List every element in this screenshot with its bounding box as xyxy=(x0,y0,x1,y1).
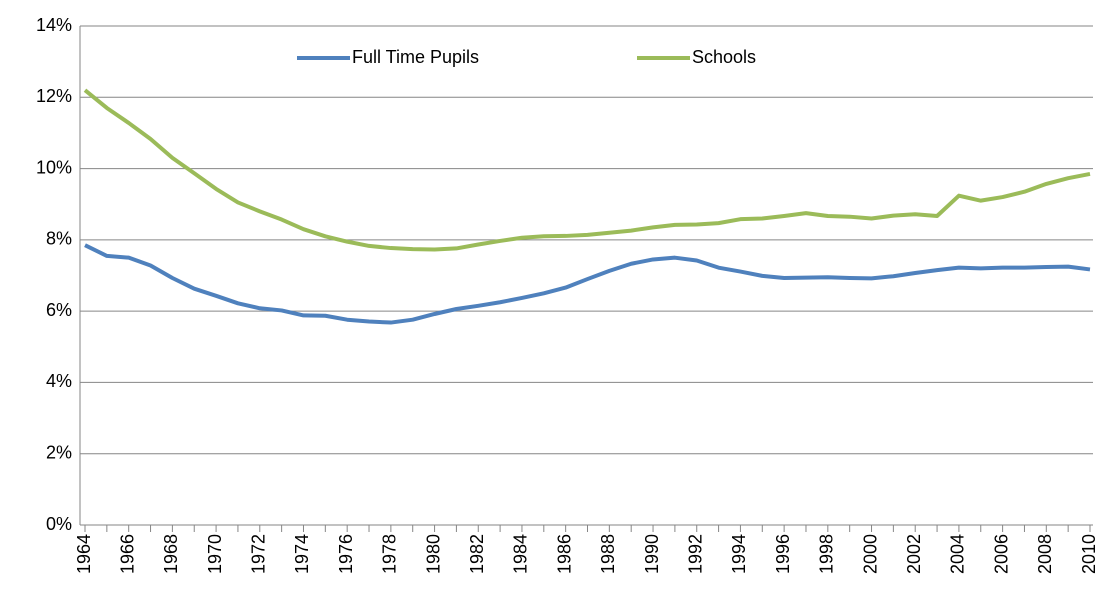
y-tick-label: 4% xyxy=(46,371,72,391)
y-tick-label: 12% xyxy=(36,86,72,106)
x-tick-label: 1972 xyxy=(249,534,269,574)
line xyxy=(83,88,1091,252)
x-tick-label: 1970 xyxy=(205,534,225,574)
x-tick-label: 1968 xyxy=(161,534,181,574)
x-tick-label: 1992 xyxy=(685,534,705,574)
x-tick-label: 2006 xyxy=(991,534,1011,574)
x-tick-label: 1986 xyxy=(554,534,574,574)
x-tick-label: 2004 xyxy=(948,534,968,574)
x-tick-label: 2002 xyxy=(904,534,924,574)
x-tick-label: 1964 xyxy=(74,534,94,574)
x-tick-label: 2008 xyxy=(1035,534,1055,574)
x-tick-label: 1966 xyxy=(117,534,137,574)
x-tick-label: 1990 xyxy=(642,534,662,574)
y-tick-label: 2% xyxy=(46,442,72,462)
x-tick-label: 1984 xyxy=(511,534,531,574)
y-tick-label: 14% xyxy=(36,15,72,35)
legend-label: Full Time Pupils xyxy=(352,47,479,67)
x-tick-label: 1998 xyxy=(817,534,837,574)
x-tick-label: 2010 xyxy=(1079,534,1095,574)
x-tick-label: 1996 xyxy=(773,534,793,574)
x-tick-label: 1994 xyxy=(729,534,749,574)
y-tick-label: 8% xyxy=(46,229,72,249)
y-tick-label: 0% xyxy=(46,514,72,534)
x-tick-label: 1976 xyxy=(336,534,356,574)
y-tick-label: 6% xyxy=(46,300,72,320)
legend-label: Schools xyxy=(692,47,756,67)
line xyxy=(84,243,1091,325)
x-tick-label: 1974 xyxy=(292,534,312,574)
y-tick-label: 10% xyxy=(36,157,72,177)
x-tick-label: 1988 xyxy=(598,534,618,574)
x-tick-label: 1982 xyxy=(467,534,487,574)
x-tick-label: 1980 xyxy=(423,534,443,574)
x-tick-label: 2000 xyxy=(860,534,880,574)
x-tick-label: 1978 xyxy=(380,534,400,574)
